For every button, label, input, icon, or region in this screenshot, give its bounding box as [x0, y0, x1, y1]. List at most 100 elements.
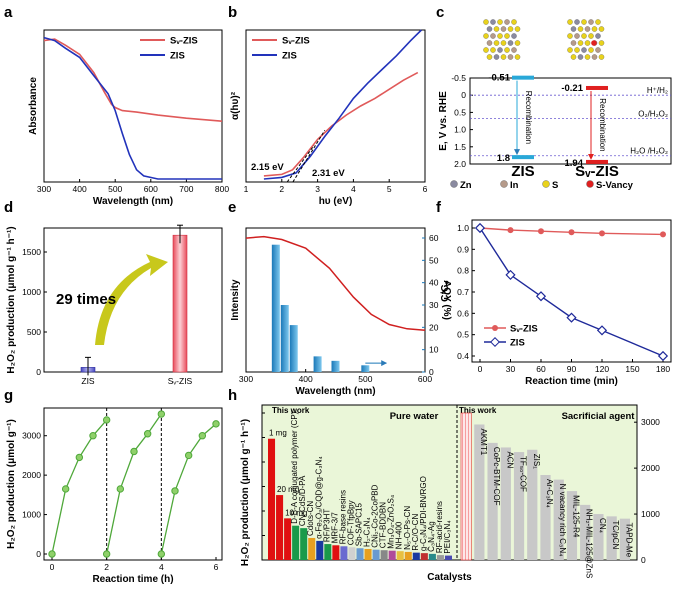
- bar-label: CTF-BDDBN: [379, 502, 388, 548]
- y-tick-label: 1500: [22, 247, 41, 257]
- crystal-structure-zis: [483, 19, 521, 60]
- x-tick-label: 700: [179, 184, 193, 194]
- this-work-label: This work: [272, 406, 310, 415]
- y-tick-label: 1000: [22, 287, 41, 297]
- bar-label: 10 mg: [285, 508, 307, 517]
- atom: [595, 33, 601, 39]
- band-name-label: Sᵥ-ZIS: [575, 163, 619, 180]
- x-tick-label: 6: [423, 184, 428, 194]
- x-tick-label: 4: [159, 562, 164, 572]
- y-axis-label: H₂O₂ production (μmol g⁻¹): [6, 419, 17, 549]
- x-tick-label: 1: [244, 184, 249, 194]
- cycle-curve: [51, 419, 108, 555]
- comparison-bar: [388, 550, 396, 560]
- y-tick-label: 0.9: [457, 244, 469, 254]
- atom: [567, 33, 573, 39]
- panel-label-d: d: [4, 199, 13, 216]
- valence-band-ZIS: [512, 155, 534, 160]
- comparison-bar: [436, 555, 444, 560]
- x-tick-label: 180: [656, 364, 670, 374]
- atom: [497, 47, 503, 53]
- legend-atom-label: S: [552, 180, 558, 191]
- plot-frame: [471, 219, 672, 363]
- x-tick-label: 0: [478, 364, 483, 374]
- panel-label-h: h: [228, 387, 237, 404]
- valence-band-Sv-ZIS: [586, 159, 608, 164]
- atom: [581, 47, 587, 53]
- plot-frame: [43, 227, 223, 373]
- data-point: [505, 269, 516, 281]
- atom: [595, 19, 601, 25]
- comparison-bar: [348, 547, 356, 560]
- comparison-bar: [276, 495, 284, 560]
- x-tick-label: 0: [50, 562, 55, 572]
- atom: [574, 47, 580, 53]
- comparison-bar: [356, 548, 364, 560]
- x-tick-label: 400: [299, 374, 313, 384]
- legend-atom-In: [500, 180, 508, 188]
- y-right-tick-label: 1000: [641, 509, 660, 519]
- comparison-bar: [513, 452, 525, 560]
- y-tick-label: -0.5: [451, 73, 466, 83]
- this-work-label: This work: [459, 406, 497, 415]
- atom: [490, 47, 496, 53]
- y-axis-label: C/C₀: [440, 280, 451, 302]
- atom: [507, 40, 514, 46]
- y-right-tick-label: 40: [429, 278, 439, 288]
- annotation-label: 2.31 eV: [312, 168, 345, 179]
- atom: [514, 54, 521, 60]
- panel-c-band-diagram: -0.5 0 0.5 1.0 1.5 2.0 E, V vs. RHE H⁺/H₂ O₂/H₂O…: [438, 19, 672, 191]
- bar-label: MRF-3/7: [330, 512, 339, 544]
- atom: [570, 40, 577, 46]
- legend-label: ZIS: [510, 338, 525, 349]
- y-right-tick-label: 10: [429, 345, 439, 355]
- y-right-axis-label: AQY (%): [441, 280, 452, 320]
- y-tick-label: 1.5: [454, 142, 466, 152]
- atom: [584, 26, 591, 32]
- atom: [483, 47, 489, 53]
- bar-label: TAPD-Me: [624, 523, 633, 558]
- atom: [577, 26, 584, 32]
- atom: [486, 26, 493, 32]
- x-axis-label: Catalysts: [427, 572, 472, 583]
- comparison-bar: [444, 555, 452, 560]
- bar-label: NH-400: [395, 521, 404, 549]
- bar-label: N vacancy rich C₃N₄: [558, 484, 567, 557]
- legend-atom-label: S-Vancy: [596, 180, 634, 191]
- comparison-bar: [540, 475, 551, 560]
- cb-value-label: -0.21: [561, 83, 583, 94]
- y-tick-label: 0: [36, 367, 41, 377]
- x-axis-label: Reaction time (h): [92, 574, 173, 585]
- y-tick-label: 0: [36, 549, 41, 559]
- bar-label: α-Fe₂O₃/CQD@g-C₃N₄: [314, 456, 323, 539]
- bar-label: PEI/C₃N₄: [443, 520, 452, 553]
- data-point: [102, 416, 111, 424]
- panel-d-bar-chart: 0 500 1000 1500 H₂O₂ production (μmol g⁻¹ h⁻…: [6, 224, 223, 386]
- y-tick-label: 1000: [22, 510, 41, 520]
- atom: [577, 54, 584, 60]
- atom: [591, 26, 598, 32]
- bar-label: RF-acid-resins: [435, 501, 444, 553]
- atom: [507, 26, 514, 32]
- cycle-curve: [160, 423, 217, 555]
- vb-value-label: 1.94: [565, 158, 584, 169]
- cb-value-label: -0.51: [488, 73, 510, 84]
- panel-label-e: e: [228, 199, 236, 216]
- data-point: [568, 229, 575, 236]
- y-tick-label: 0.7: [457, 287, 469, 297]
- bar-label: CN-CdS/D-PA: [298, 475, 307, 526]
- comparison-bar: [460, 412, 472, 561]
- legend-label: Sᵥ-ZIS: [170, 36, 198, 47]
- atom: [507, 54, 514, 60]
- plot-frame: [43, 407, 223, 561]
- panel-f-degradation-chart: 0 30 60 90 120 150 180 0.4 0.5 0.6 0.7 0.8 0.9 1.0 Rea…: [440, 219, 672, 387]
- comparison-bar: [606, 516, 617, 560]
- comparison-bar: [580, 504, 591, 560]
- x-axis-label: Wavelength (nm): [93, 196, 173, 207]
- atom: [497, 19, 503, 25]
- comparison-bar: [340, 546, 348, 560]
- legend-label: Sᵥ-ZIS: [510, 324, 538, 335]
- legend-label: Sᵥ-ZIS: [282, 36, 310, 47]
- x-tick-label: 3: [315, 184, 320, 194]
